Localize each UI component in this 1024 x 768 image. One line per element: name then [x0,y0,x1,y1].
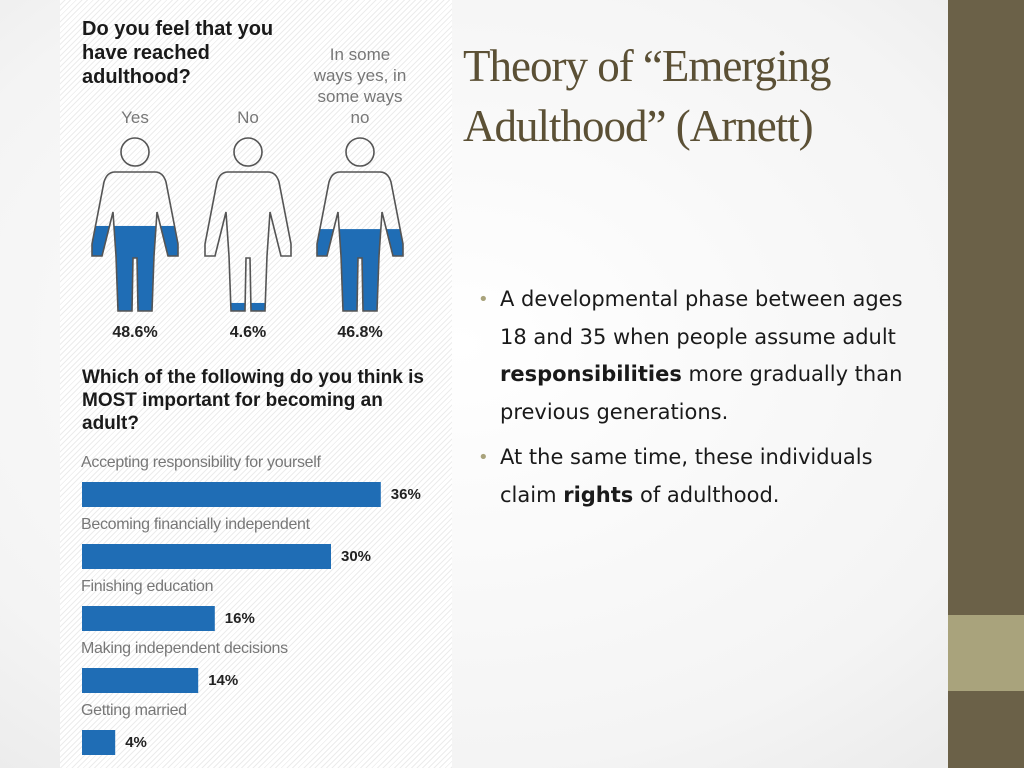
category-label: No [237,108,259,127]
value-label: 4.6% [229,324,267,341]
bar-category: Accepting responsibility for yourself [81,454,321,471]
figure-body [204,171,292,312]
figure [91,137,179,312]
category-label: In some ways yes, in some ways no [313,45,407,127]
infographic: Do you feel that you have reached adulth… [60,0,452,768]
figure [316,137,404,312]
side-accent [948,615,1024,691]
bar-category: Finishing education [81,578,214,595]
bar [82,606,215,631]
bar [82,544,331,569]
infographic-graphics [82,137,404,755]
category-label: Yes [121,108,149,127]
text: of adulthood. [633,482,780,507]
figure-head [233,137,263,167]
bullet-list: A developmental phase between ages 18 an… [478,281,930,522]
figure-body [316,171,404,312]
question: Which of the following do you think is M… [82,367,424,434]
bar-value: 4% [125,734,147,751]
text: more gradually than previous generations… [500,362,903,424]
figure-head [345,137,375,167]
bold-text: rights [563,482,634,507]
figure-fill [317,229,403,311]
bar [82,668,199,693]
bar-value: 36% [390,486,421,503]
bar-value: 14% [208,672,239,689]
figure-body [91,171,179,312]
text: A developmental phase between ages 18 an… [500,287,903,349]
slide-title: Theory of “Emerging Adulthood” (Arnett) [463,41,832,151]
figure-fill [205,302,291,311]
question: Do you feel that you have reached adulth… [82,18,274,88]
bar-value: 16% [224,610,255,627]
value-label: 46.8% [337,324,383,341]
bullet: At the same time, these individuals clai… [478,439,930,514]
bar-category: Making independent decisions [81,640,288,657]
bar-value: 30% [341,548,372,565]
bar [82,730,116,755]
figure-head [120,137,150,167]
bar-category: Becoming financially independent [81,516,310,533]
bullet: A developmental phase between ages 18 an… [478,281,930,431]
text: At the same time, these individuals clai… [500,445,873,507]
figure [204,137,292,312]
value-label: 48.6% [112,324,158,341]
bold-text: responsibilities [500,362,682,386]
bar-category: Getting married [81,702,187,719]
figure-fill [92,225,178,311]
bar [82,482,381,507]
